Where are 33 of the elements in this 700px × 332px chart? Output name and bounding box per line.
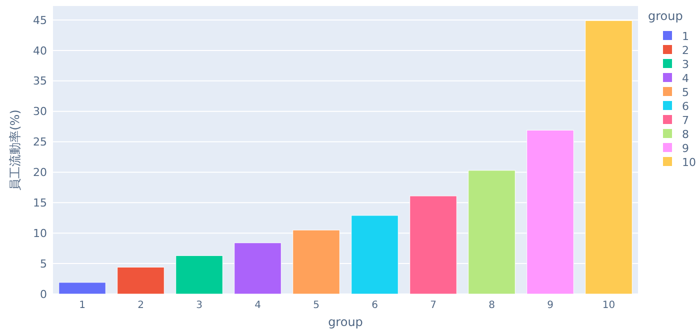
y-tick-label: 0 [40, 288, 47, 301]
y-tick-label: 25 [33, 136, 47, 149]
y-tick-label: 5 [40, 257, 47, 270]
x-tick-label: 1 [79, 300, 86, 311]
y-tick-label: 20 [33, 166, 47, 180]
y-tick-label: 45 [33, 14, 47, 27]
y-axis-title: 員工流動率(%) [8, 110, 22, 190]
x-tick-label: 7 [430, 300, 436, 311]
legend-label: 8 [682, 128, 689, 141]
x-tick-label: 4 [254, 300, 261, 311]
legend-label: 2 [682, 44, 689, 57]
legend-label: 4 [682, 72, 689, 85]
legend-label: 1 [682, 30, 689, 43]
legend-label: 7 [682, 114, 689, 127]
x-tick-label: 6 [372, 300, 378, 311]
x-tick-label: 9 [547, 300, 554, 311]
legend-title: group [648, 9, 683, 23]
x-tick-label: 5 [313, 300, 320, 311]
x-tick-label: 10 [602, 300, 616, 311]
x-tick-label: 2 [138, 300, 144, 311]
y-tick-label: 15 [33, 196, 47, 210]
legend-label: 10 [682, 156, 696, 169]
x-axis-title: group [328, 315, 363, 329]
y-tick-label: 40 [33, 44, 47, 58]
y-tick-label: 30 [33, 105, 47, 118]
legend-label: 3 [682, 58, 689, 71]
legend-label: 5 [682, 86, 689, 99]
y-tick-label: 35 [33, 74, 47, 88]
legend-label: 9 [682, 142, 689, 155]
legend-label: 6 [682, 100, 689, 113]
x-tick-label: 8 [488, 300, 495, 311]
y-tick-label: 10 [33, 226, 47, 240]
x-tick-label: 3 [196, 300, 202, 311]
